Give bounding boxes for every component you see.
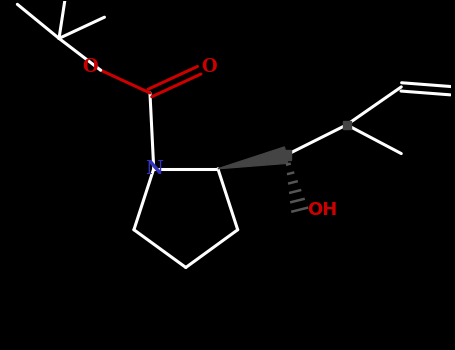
- Text: N: N: [145, 160, 163, 178]
- Polygon shape: [218, 147, 288, 169]
- Text: O: O: [201, 58, 217, 76]
- Text: O: O: [82, 58, 98, 76]
- Text: OH: OH: [307, 202, 338, 219]
